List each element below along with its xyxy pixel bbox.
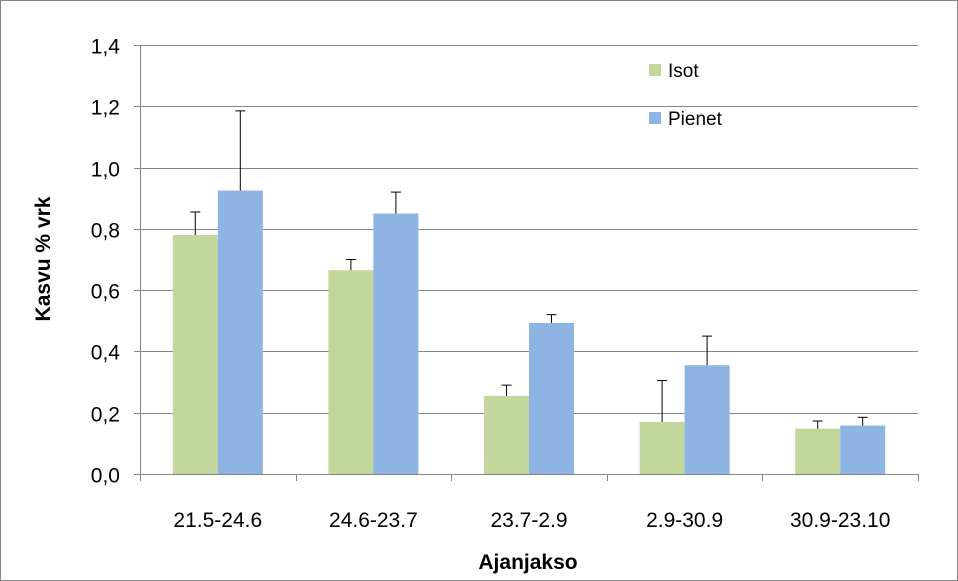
y-tick-label: 0,0 xyxy=(91,465,120,488)
x-tick-label: 23.7-2.9 xyxy=(490,509,567,532)
y-tick-label: 0,2 xyxy=(91,404,120,427)
legend-swatch-pienet xyxy=(649,112,661,124)
bar-pienet xyxy=(529,322,574,474)
y-tick-label: 1,0 xyxy=(91,159,120,182)
y-tick-label: 0,6 xyxy=(91,281,120,304)
error-bars xyxy=(190,110,868,429)
axes xyxy=(134,45,919,481)
y-tick-labels: 0,0 0,2 0,4 0,6 0,8 1,0 1,2 1,4 xyxy=(91,36,121,488)
bar-isot xyxy=(795,428,841,474)
gridlines xyxy=(140,45,918,414)
bar-pienet xyxy=(684,365,730,474)
x-tick-label: 30.9-23.10 xyxy=(790,509,890,532)
bar-pienet xyxy=(840,425,886,474)
bar-isot xyxy=(172,234,218,474)
bar-isot xyxy=(328,270,374,474)
y-axis-title: Kasvu % vrk xyxy=(32,196,55,321)
bar-isot xyxy=(639,421,685,474)
y-tick-label: 0,8 xyxy=(91,220,120,243)
bars xyxy=(172,190,886,475)
bar-pienet xyxy=(217,190,263,474)
legend-label-isot: Isot xyxy=(668,61,699,82)
x-tick-label: 24.6-23.7 xyxy=(329,509,418,532)
bar-isot xyxy=(484,395,529,474)
legend-swatch-isot xyxy=(649,64,661,76)
legend: Isot Pienet xyxy=(649,61,723,130)
x-axis-title: Ajanjakso xyxy=(478,551,577,574)
x-tick-labels: 21.5-24.6 24.6-23.7 23.7-2.9 2.9-30.9 30.9-2… xyxy=(173,509,890,532)
x-tick-label: 2.9-30.9 xyxy=(646,509,723,532)
y-tick-label: 1,2 xyxy=(91,97,120,120)
x-tick-label: 21.5-24.6 xyxy=(173,509,262,532)
y-tick-label: 0,4 xyxy=(91,342,121,365)
legend-label-pienet: Pienet xyxy=(668,109,723,130)
y-tick-label: 1,4 xyxy=(91,36,121,59)
bar-pienet xyxy=(373,213,419,475)
